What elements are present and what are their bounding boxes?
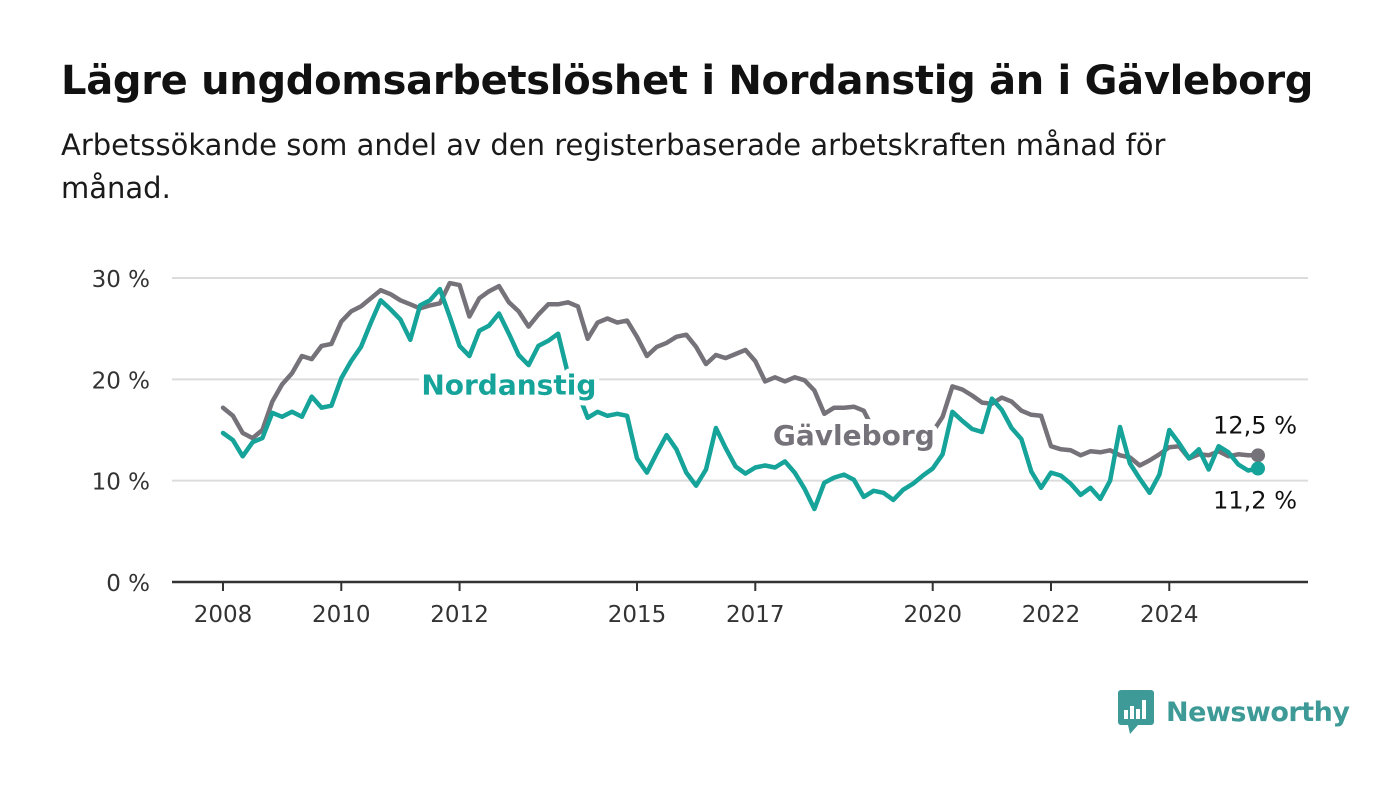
y-tick-label: 20 % bbox=[92, 368, 150, 394]
series-lines bbox=[220, 280, 1265, 512]
x-tick-label: 2008 bbox=[194, 602, 253, 628]
x-tick-label: 2012 bbox=[430, 602, 489, 628]
series-label-halo: Nordanstig bbox=[421, 369, 596, 402]
series-label-halo: Gävleborg bbox=[773, 419, 935, 452]
end-value-label: 12,5 % bbox=[1213, 411, 1297, 439]
end-value-label: 11,2 % bbox=[1213, 487, 1297, 515]
series-line-nordanstig bbox=[220, 286, 1261, 512]
axes: 0 % 10 % 20 % 30 % 2008 2010 2012 2015 2017 2020 2… bbox=[92, 267, 1308, 628]
newsworthy-logo-icon bbox=[1118, 690, 1154, 734]
x-tick-label: 2024 bbox=[1140, 602, 1199, 628]
x-tick-label: 2010 bbox=[312, 602, 371, 628]
brand-name: Newsworthy bbox=[1166, 696, 1350, 728]
newsworthy-brand: Newsworthy bbox=[1118, 690, 1350, 734]
gridlines bbox=[172, 277, 1308, 482]
chart-subtitle: Arbetssökande som andel av den registerb… bbox=[61, 128, 1166, 205]
y-tick-label: 30 % bbox=[92, 267, 150, 293]
x-tick-label: 2022 bbox=[1022, 602, 1081, 628]
end-point-nordanstig bbox=[1251, 461, 1265, 476]
series-labels: 12,5 %11,2 %NordanstigNordanstigGävlebor… bbox=[416, 364, 1297, 515]
x-tick-label: 2015 bbox=[608, 602, 667, 628]
series-label-nordanstig: Nordanstig bbox=[421, 369, 596, 402]
end-point-gvleborg bbox=[1251, 448, 1265, 463]
series-label-gvleborg: Gävleborg bbox=[773, 419, 935, 452]
series-line-gvleborg bbox=[220, 280, 1261, 468]
y-tick-label: 0 % bbox=[106, 571, 150, 597]
chart-title: Lägre ungdomsarbetslöshet i Nordanstig ä… bbox=[61, 58, 1314, 104]
x-tick-label: 2017 bbox=[726, 602, 785, 628]
y-tick-label: 10 % bbox=[92, 470, 150, 496]
x-tick-label: 2020 bbox=[903, 602, 962, 628]
